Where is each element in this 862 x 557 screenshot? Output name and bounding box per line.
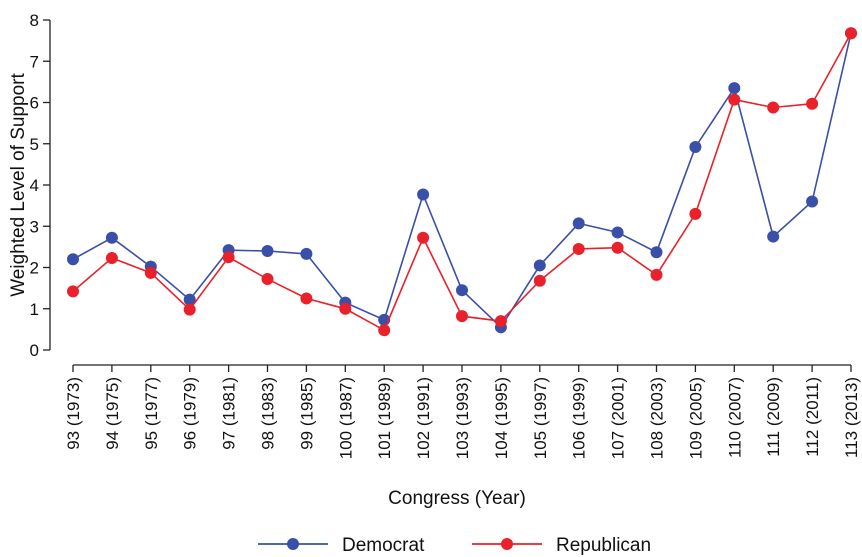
x-tick-label: 108 (2003) <box>648 377 667 459</box>
democrat-point <box>417 188 430 201</box>
republican-point <box>222 251 235 264</box>
democrat-point <box>650 246 663 259</box>
x-tick-label: 102 (1991) <box>414 377 433 459</box>
republican-point <box>378 324 391 337</box>
x-tick-label: 104 (1995) <box>492 377 511 459</box>
legend-swatch-marker <box>287 538 299 550</box>
x-tick-label: 106 (1999) <box>570 377 589 459</box>
republican-point <box>845 27 857 40</box>
democrat-point <box>533 259 546 272</box>
legend-item-democrat: Democrat <box>258 535 425 556</box>
republican-point <box>611 241 624 254</box>
x-tick-label: 113 (2013) <box>842 377 861 458</box>
republican-point <box>105 252 118 265</box>
republican-point <box>533 274 546 287</box>
y-tick-label: 6 <box>30 94 39 113</box>
x-ticks: 93 (1973) 94 (1975) 95 (1977) 96 (1979) 97 (… <box>64 365 861 459</box>
republican-point <box>261 273 274 286</box>
x-tick-label: 95 (1977) <box>142 377 161 450</box>
republican-point <box>650 268 663 281</box>
y-tick-label: 1 <box>30 300 39 319</box>
republican-point <box>728 93 741 106</box>
x-tick-label: 107 (2001) <box>609 377 628 459</box>
y-axis-title: Weighted Level of Support <box>8 72 29 296</box>
republican-point <box>767 101 780 114</box>
democrat-point <box>300 247 313 260</box>
x-tick-label: 111 (2009) <box>764 377 783 457</box>
democrat-point <box>456 284 468 297</box>
y-ticks: 0 1 2 3 4 5 6 7 8 <box>30 11 50 360</box>
legend-swatch-marker <box>501 538 513 550</box>
republican-point <box>806 97 819 110</box>
series-democrat <box>67 27 857 334</box>
democrat-point <box>572 217 585 230</box>
democrat-point <box>806 195 819 208</box>
y-tick-label: 0 <box>30 341 39 360</box>
republican-point <box>339 302 352 315</box>
democrat-point <box>611 226 624 239</box>
y-tick-label: 3 <box>30 217 39 236</box>
republican-point <box>183 303 196 316</box>
x-tick-label: 99 (1985) <box>297 377 316 450</box>
x-tick-label: 101 (1989) <box>375 377 394 459</box>
legend-label: Democrat <box>342 535 425 556</box>
democrat-point <box>767 230 780 243</box>
republican-point <box>572 242 585 255</box>
x-tick-label: 103 (1993) <box>453 377 472 459</box>
x-tick-label: 110 (2007) <box>725 377 744 458</box>
y-tick-label: 2 <box>30 259 39 278</box>
x-axis: 93 (1973) 94 (1975) 95 (1977) 96 (1979) 97 (… <box>64 364 861 459</box>
republican-point <box>144 266 157 279</box>
x-tick-label: 94 (1975) <box>103 377 122 450</box>
democrat-point <box>67 253 79 266</box>
y-tick-label: 4 <box>30 176 39 195</box>
democrat-point <box>728 82 741 95</box>
y-tick-label: 8 <box>30 11 39 30</box>
democrat-point <box>261 245 274 257</box>
y-tick-label: 7 <box>30 52 39 71</box>
y-tick-label: 5 <box>30 135 39 154</box>
x-tick-label: 100 (1987) <box>336 377 355 459</box>
y-axis: 0 1 2 3 4 5 6 7 8 <box>30 11 51 360</box>
legend: Democrat Republican <box>258 535 651 556</box>
democrat-line <box>72 33 852 329</box>
democrat-point <box>183 293 196 306</box>
republican-point <box>417 231 430 244</box>
republican-point <box>456 310 468 323</box>
republican-point <box>689 207 702 220</box>
democrat-point <box>689 141 702 154</box>
republican-point <box>494 315 507 328</box>
series-layer <box>67 27 857 337</box>
x-tick-label: 93 (1973) <box>64 377 83 450</box>
x-axis-title: Congress (Year) <box>388 488 526 509</box>
x-tick-label: 112 (2011) <box>803 377 822 457</box>
legend-label: Republican <box>556 535 651 556</box>
series-republican <box>67 27 857 337</box>
republican-point <box>300 292 313 305</box>
legend-item-republican: Republican <box>472 535 651 556</box>
x-tick-label: 97 (1981) <box>220 377 239 450</box>
democrat-point <box>105 231 118 244</box>
x-tick-label: 96 (1979) <box>181 377 200 450</box>
x-tick-label: 105 (1997) <box>531 377 550 459</box>
x-tick-label: 109 (2005) <box>686 377 705 459</box>
x-tick-label: 98 (1983) <box>259 377 278 450</box>
republican-point <box>67 285 79 298</box>
